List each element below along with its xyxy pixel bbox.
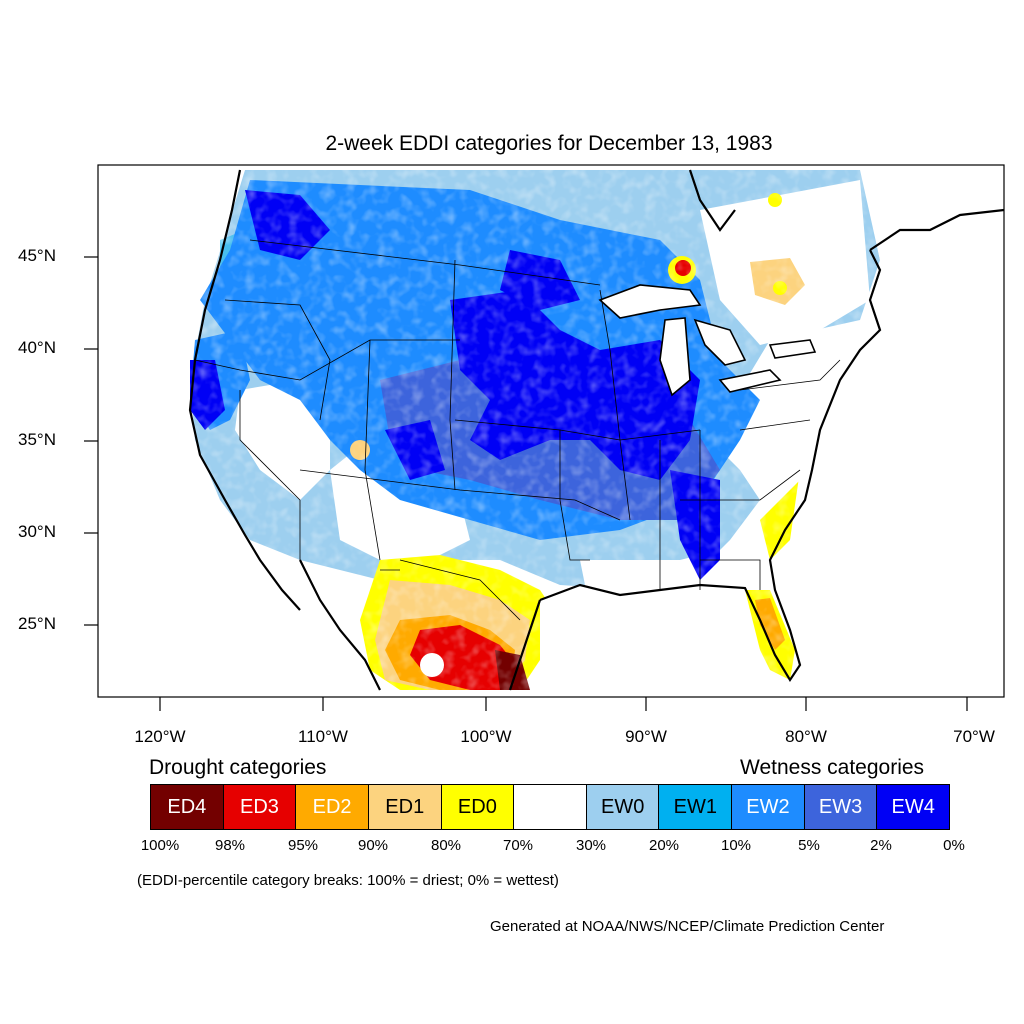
map-title: 2-week EDDI categories for December 13, …: [325, 132, 773, 155]
break-label: 30%: [575, 837, 607, 854]
legend-bar: ED4 ED3 ED2 ED1 ED0 EW0 EW1 EW2 EW3 EW4: [150, 784, 950, 830]
lat-label-35: 35°N: [18, 430, 56, 449]
lat-label-40: 40°N: [18, 338, 56, 357]
legend-label-ew3: EW3: [818, 795, 863, 818]
lon-label-110w: 110°W: [298, 727, 348, 746]
break-label: 0%: [943, 837, 965, 854]
break-label: 20%: [648, 837, 680, 854]
legend-label-ew4: EW4: [891, 795, 935, 818]
map-frame: [97, 164, 1005, 698]
lon-label-70w: 70°W: [953, 727, 995, 746]
legend-box-ew4: EW4: [877, 785, 950, 829]
legend-box-ed1: ED1: [368, 785, 442, 829]
legend-label-ew2: EW2: [746, 795, 790, 818]
break-note: (EDDI-percentile category breaks: 100% =…: [137, 872, 559, 889]
lon-label-120w: 120°W: [134, 727, 186, 746]
ocean-atlantic: [790, 165, 1004, 697]
break-label: 70%: [502, 837, 534, 854]
break-label: 90%: [357, 837, 389, 854]
lon-label-90w: 90°W: [625, 727, 667, 746]
lat-label-45: 45°N: [18, 246, 56, 265]
break-label: 2%: [870, 837, 892, 854]
break-label: 5%: [798, 837, 820, 854]
lat-label-25: 25°N: [18, 614, 56, 633]
break-label: 95%: [287, 837, 319, 854]
legend-box-ew3: EW3: [804, 785, 878, 829]
legend-box-ew2: EW2: [732, 785, 805, 829]
credit-line: Generated at NOAA/NWS/NCEP/Climate Predi…: [490, 918, 885, 935]
lon-label-100w: 100°W: [460, 727, 512, 746]
lon-label-80w: 80°W: [785, 727, 827, 746]
legend-box-ed3: ED3: [223, 785, 297, 829]
break-label: 98%: [214, 837, 246, 854]
legend-label-ed1: ED1: [385, 795, 425, 818]
hudson-bay-north: [860, 165, 1004, 260]
legend-box-ed0: ED0: [441, 785, 515, 829]
great-lakes: [598, 284, 817, 397]
legend-label-ew1: EW1: [673, 795, 717, 818]
legend-box-ew0: EW0: [586, 785, 660, 829]
wetness-heading: Wetness categories: [740, 756, 925, 779]
legend-box-ed4: ED4: [151, 785, 224, 829]
break-label: 10%: [720, 837, 752, 854]
drought-heading: Drought categories: [149, 756, 327, 779]
legend-label-ed2: ED2: [312, 795, 352, 818]
legend-label-ed0: ED0: [457, 795, 497, 818]
lat-label-30: 30°N: [18, 522, 56, 541]
legend-box-ed2: ED2: [296, 785, 369, 829]
legend-box-normal: [514, 785, 587, 829]
axis-ticks: [84, 256, 968, 711]
legend-label-ed3: ED3: [240, 795, 279, 818]
break-label: 100%: [140, 837, 180, 854]
state-borders: [194, 239, 841, 621]
legend-label-ew0: EW0: [600, 795, 645, 818]
break-label: 80%: [430, 837, 462, 854]
legend-label-ed4: ED4: [167, 795, 207, 818]
coastlines: [188, 169, 1004, 691]
legend-box-ew1: EW1: [659, 785, 733, 829]
ocean-pacific: [98, 165, 360, 697]
map-field: [98, 165, 1004, 697]
ocean-gulf: [540, 590, 780, 697]
